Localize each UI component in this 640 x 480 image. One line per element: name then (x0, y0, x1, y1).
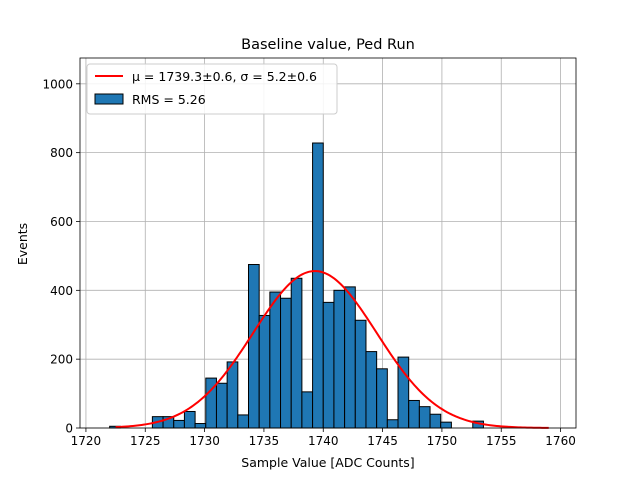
x-axis-label: Sample Value [ADC Counts] (241, 455, 414, 470)
chart-title: Baseline value, Ped Run (241, 37, 415, 53)
histogram-bar (183, 410, 196, 429)
histogram-bar (376, 368, 388, 429)
axis-ticks: 1720 1725 1730 1735 1740 1745 1750 1755 1760 0 200… (42, 77, 575, 448)
histogram-bar (226, 361, 239, 429)
legend-hist-swatch (94, 93, 124, 105)
legend-hist-label: RMS = 5.26 (132, 92, 206, 107)
histogram-bar (365, 351, 378, 429)
histogram-bar (269, 291, 282, 429)
y-axis-label: Events (15, 223, 30, 265)
histogram-bar (408, 399, 420, 429)
histogram-bar (344, 286, 356, 429)
x-tick-label: 1760 (545, 434, 576, 448)
x-tick-label: 1755 (486, 434, 517, 448)
y-tick-label: 1000 (42, 77, 73, 91)
y-tick-label: 600 (50, 215, 73, 229)
histogram-bar (280, 297, 292, 429)
histogram-bar (386, 419, 399, 429)
x-tick-label: 1730 (189, 434, 220, 448)
histogram-bar (322, 301, 335, 429)
legend-box (86, 63, 338, 115)
x-tick-label: 1750 (427, 434, 458, 448)
histogram-bar (237, 414, 249, 429)
y-tick-label: 800 (50, 146, 73, 160)
x-tick-label: 1745 (367, 434, 398, 448)
histogram-bar (418, 406, 431, 429)
axes-frame (79, 57, 577, 429)
histogram-bar (247, 264, 260, 429)
histogram-bar (354, 319, 367, 429)
histogram-bar (440, 421, 452, 429)
y-tick-label: 0 (65, 422, 73, 436)
legend: μ = 1739.3±0.6, σ = 5.2±0.6 RMS = 5.26 (86, 63, 338, 115)
histogram-bar (333, 289, 346, 429)
y-tick-label: 200 (50, 353, 73, 367)
x-tick-label: 1720 (71, 434, 102, 448)
histogram-bar (429, 413, 442, 429)
histogram-bar (215, 382, 228, 429)
y-tick-label: 400 (50, 284, 73, 298)
gaussian-fit-curve (115, 270, 549, 429)
histogram-bar (290, 277, 303, 429)
x-tick-label: 1735 (249, 434, 280, 448)
histogram-bar (258, 314, 271, 429)
histogram-bar (301, 391, 314, 429)
histogram-bar (173, 419, 185, 429)
x-tick-label: 1740 (308, 434, 339, 448)
histogram-bars (109, 142, 484, 429)
histogram-bar (312, 142, 324, 429)
x-tick-label: 1725 (130, 434, 161, 448)
histogram-bar (194, 423, 207, 429)
legend-fit-label: μ = 1739.3±0.6, σ = 5.2±0.6 (132, 69, 317, 84)
